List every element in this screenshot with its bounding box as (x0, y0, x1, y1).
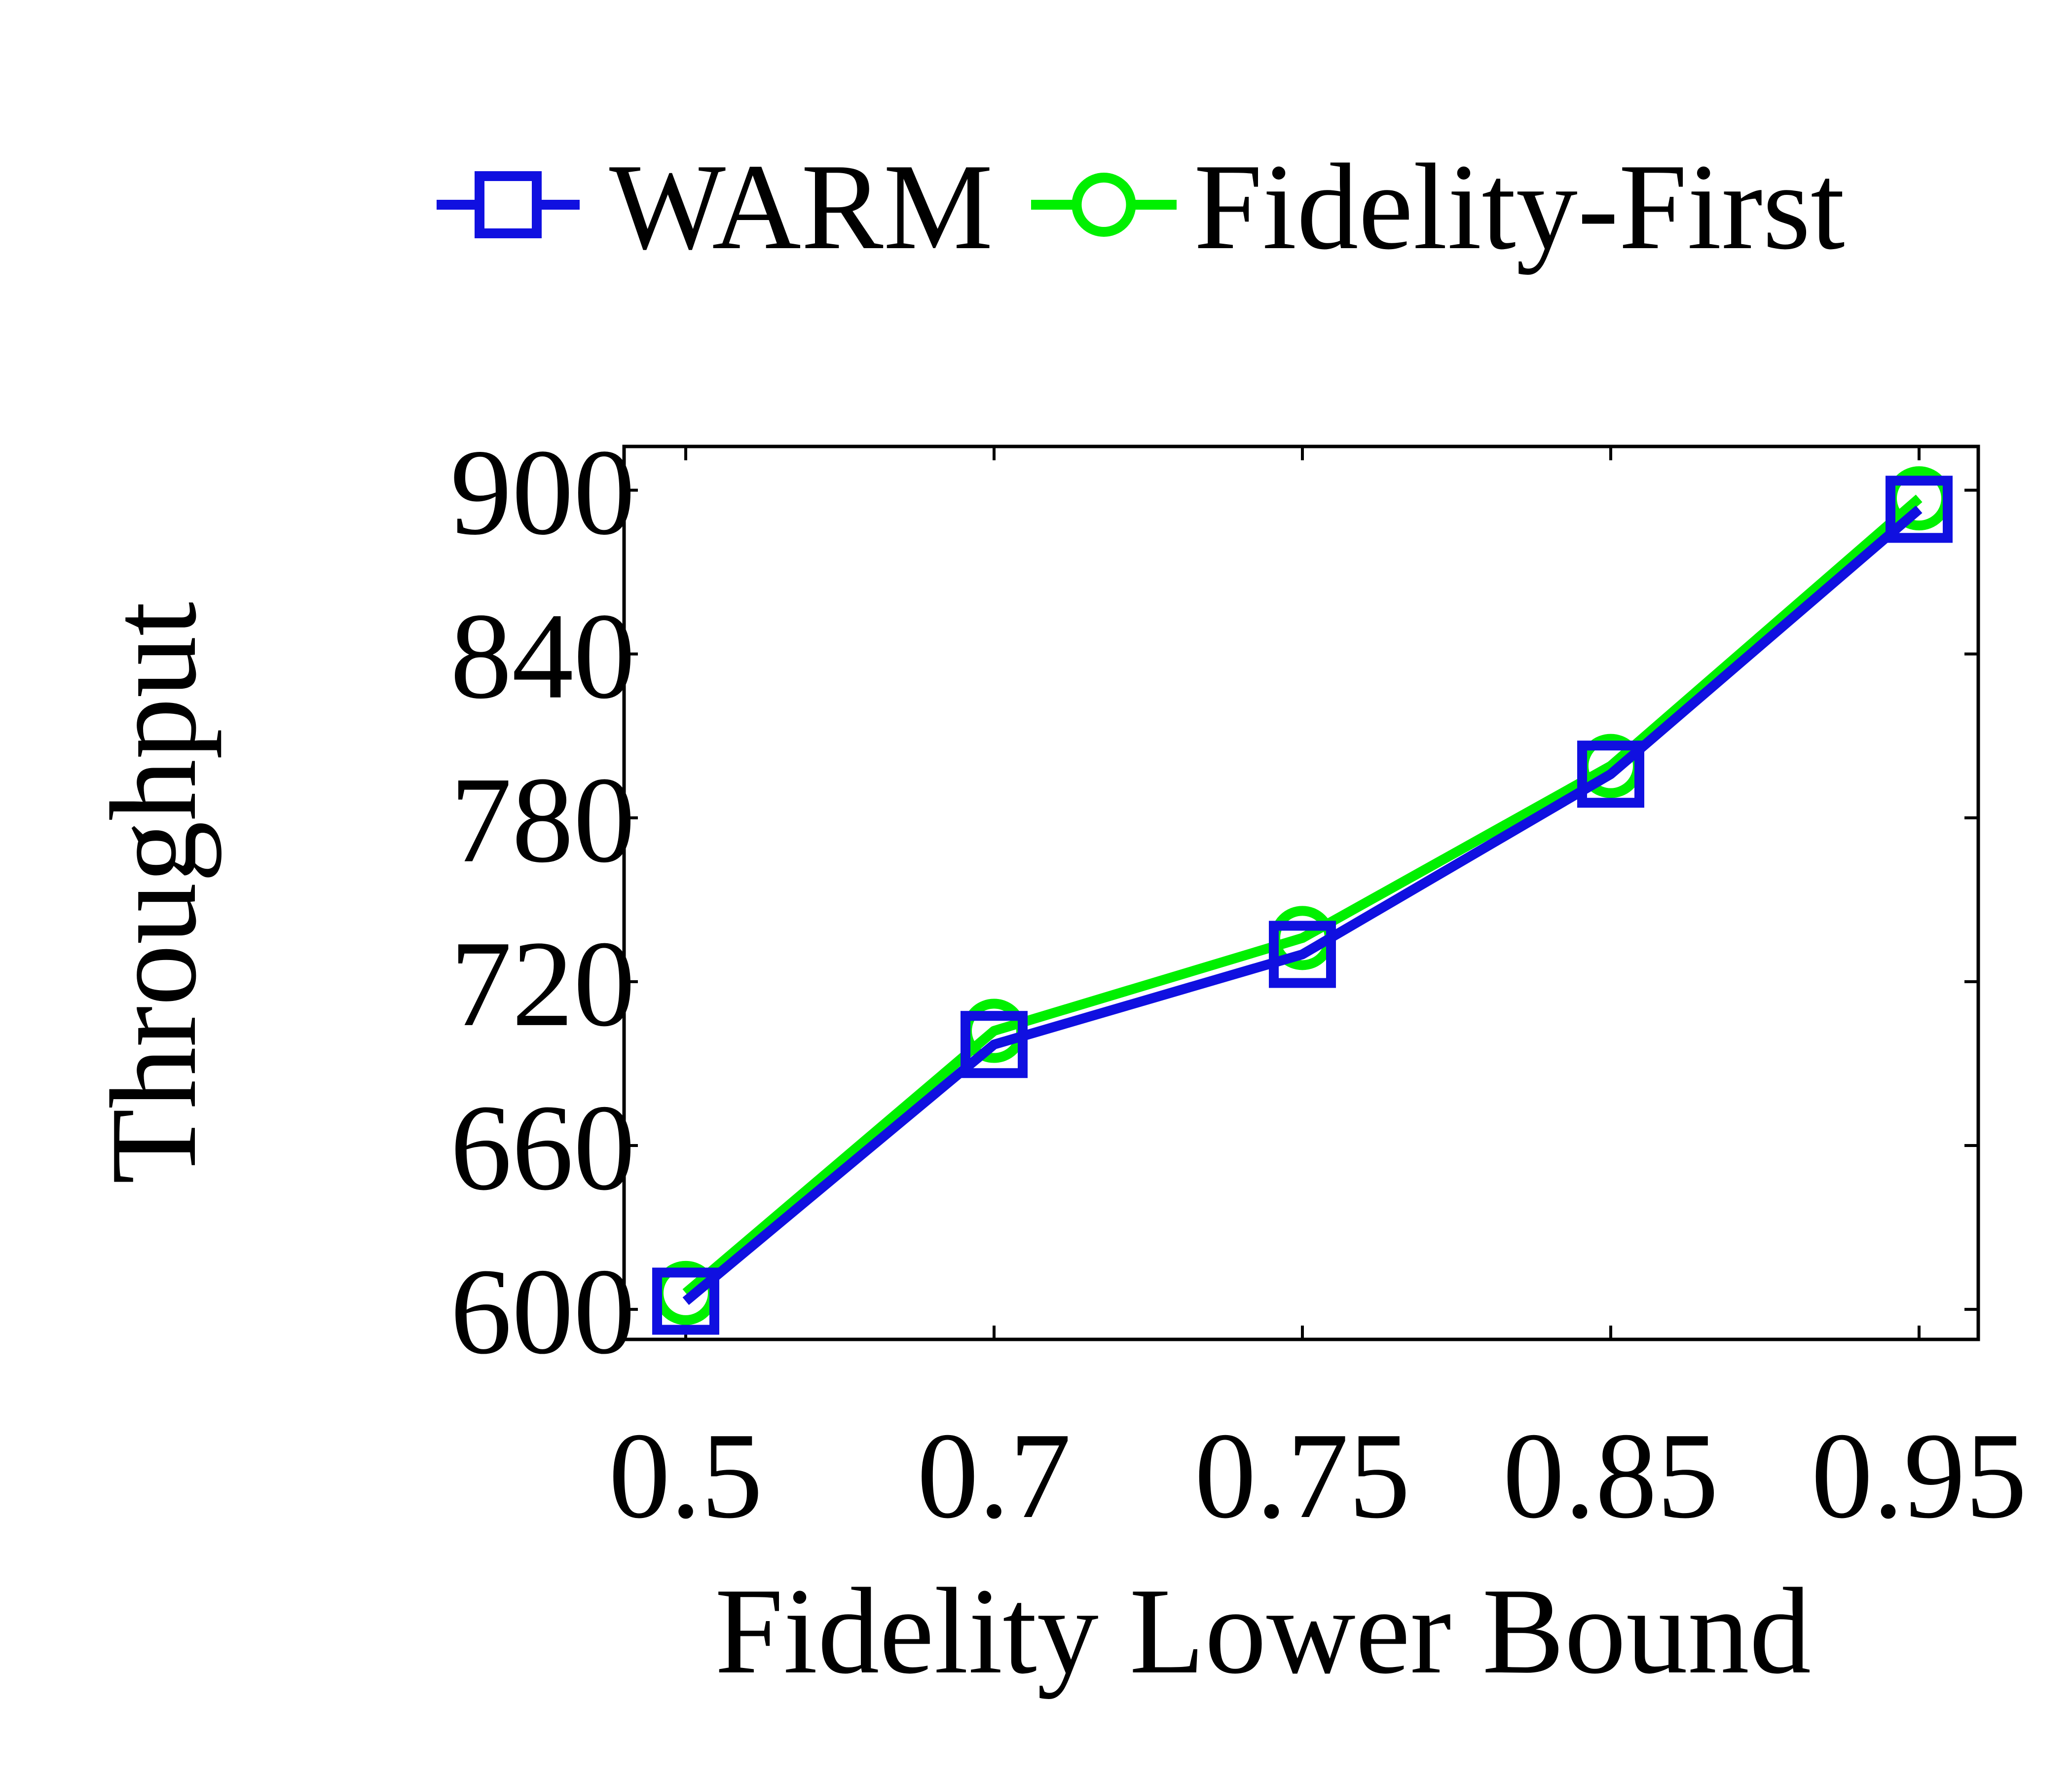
x-tick-label-1: 0.7 (917, 1407, 1072, 1544)
axis-ticks: 600 660 720 780 840 900 0.5 0.7 0.75 0.85 0.95 (450, 424, 2027, 1544)
x-tick-label-4: 0.95 (1811, 1407, 2027, 1544)
y-axis-label: Throughput (85, 602, 222, 1184)
x-axis-label: Fidelity Lower Bound (715, 1563, 1811, 1700)
y-tick-label-660: 660 (450, 1079, 635, 1216)
series-line-fidelity-first (682, 494, 1923, 1297)
y-tick-label-900: 900 (450, 424, 635, 561)
x-tick-label-3: 0.85 (1503, 1407, 1719, 1544)
legend-label-warm: WARM (609, 139, 993, 275)
point-warm-0 (652, 1267, 719, 1335)
legend-label-fidelity-first: Fidelity-First (1194, 139, 1845, 275)
y-tick-label-840: 840 (450, 588, 635, 725)
legend-item-fidelity-first: Fidelity-First (1031, 139, 1845, 275)
y-tick-label-720: 720 (450, 916, 635, 1052)
plot-frame (622, 444, 1980, 1341)
legend-marker-warm (475, 171, 542, 238)
point-warm-1 (961, 1011, 1028, 1078)
legend: WARM Fidelity-First (437, 139, 1845, 275)
series-warm (652, 476, 1953, 1335)
x-tick-label-0: 0.5 (609, 1407, 763, 1544)
point-warm-3 (1577, 740, 1644, 808)
legend-item-warm: WARM (437, 139, 993, 275)
x-tick-label-2: 0.75 (1194, 1407, 1410, 1544)
series-fidelity-first (654, 466, 1951, 1325)
y-tick-label-600: 600 (450, 1243, 635, 1380)
y-tick-label-780: 780 (450, 752, 635, 888)
point-warm-2 (1269, 921, 1336, 988)
series-line-warm (682, 505, 1923, 1305)
legend-marker-fidelity-first (1072, 173, 1136, 237)
point-warm-4 (1886, 476, 1953, 543)
series-layer (652, 466, 1953, 1335)
